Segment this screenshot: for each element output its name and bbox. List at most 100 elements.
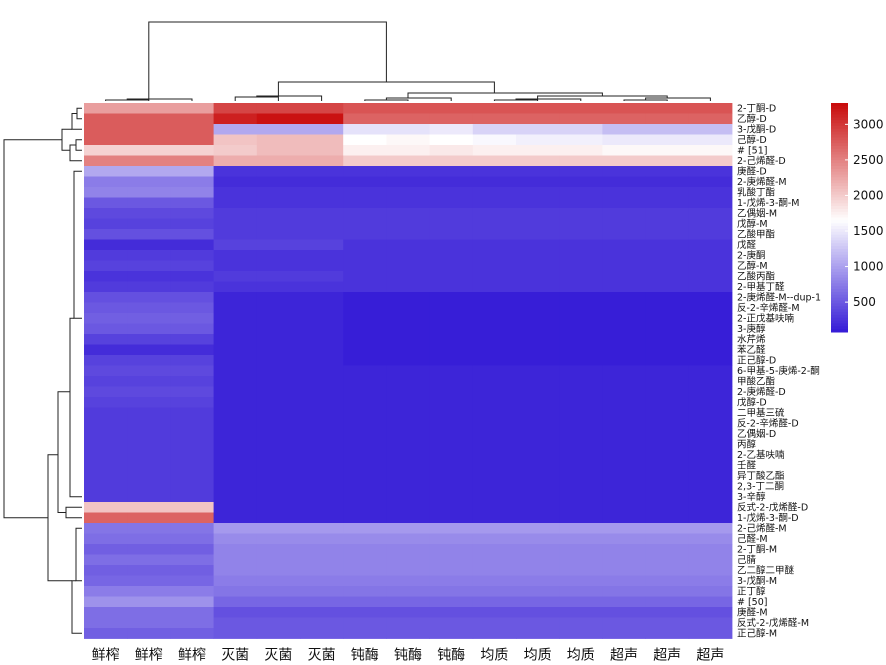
dendrogram-branch <box>126 98 193 101</box>
heatmap-cell <box>170 502 214 513</box>
heatmap-cell <box>645 460 690 471</box>
heatmap-cell <box>170 155 214 167</box>
dendrogram-branch <box>71 113 82 130</box>
heatmap-cell <box>516 166 560 177</box>
heatmap-cell <box>472 386 517 398</box>
heatmap-cell <box>300 523 344 534</box>
heatmap-cell <box>516 260 560 272</box>
column-label: 均质 <box>567 648 595 664</box>
heatmap-cell <box>127 628 171 639</box>
heatmap-cell <box>645 554 690 566</box>
dendrogram-branch <box>148 21 387 99</box>
heatmap-cell <box>300 386 344 398</box>
heatmap-cell <box>688 554 733 566</box>
heatmap-cell <box>84 439 128 450</box>
heatmap-cell <box>300 617 344 629</box>
heatmap-cell <box>386 544 430 555</box>
heatmap-cell <box>213 334 258 345</box>
heatmap-cell <box>256 113 301 125</box>
heatmap-cell <box>300 502 344 513</box>
heatmap-cell <box>84 365 128 377</box>
heatmap-cell <box>170 302 214 314</box>
heatmap-cell <box>429 470 474 482</box>
heatmap-cell <box>602 470 646 482</box>
heatmap-cell <box>688 250 733 261</box>
heatmap-cell <box>84 355 128 366</box>
heatmap-cell <box>343 281 387 293</box>
heatmap-cell <box>84 407 128 419</box>
heatmap-cell <box>343 355 387 366</box>
heatmap-cell <box>602 134 646 146</box>
heatmap-cell <box>213 302 258 314</box>
row-label: 壬醛 <box>737 460 757 472</box>
heatmap-cell <box>602 628 646 639</box>
colorbar-segment <box>831 200 848 204</box>
heatmap-cell <box>127 334 171 345</box>
heatmap-cell <box>386 418 430 429</box>
heatmap-cell <box>688 166 733 177</box>
colorbar-segment <box>831 105 848 110</box>
heatmap-cell <box>343 386 387 398</box>
heatmap-cell <box>386 313 430 324</box>
heatmap-cell <box>300 197 344 209</box>
heatmap-cell <box>688 439 733 450</box>
heatmap-cell <box>170 449 214 461</box>
heatmap-cell <box>645 103 690 114</box>
heatmap-cell <box>84 155 128 167</box>
heatmap-cell <box>256 449 301 461</box>
heatmap-cell <box>256 271 301 282</box>
column-labels: 鲜榨 鲜榨 鲜榨 灭菌 灭菌 灭菌 钝酶 钝酶 钝酶 均质 均质 均质 超声 超声 超声 <box>92 647 725 664</box>
colorbar-segment <box>831 171 848 176</box>
heatmap-cell <box>127 428 171 440</box>
heatmap-cell <box>602 376 646 387</box>
heatmap-cell <box>256 239 301 251</box>
heatmap-cell <box>343 197 387 209</box>
heatmap-cell <box>213 607 258 618</box>
row-label: 丙醇 <box>737 439 757 451</box>
heatmap-cell <box>688 575 733 587</box>
colorbar-segment <box>831 240 848 244</box>
heatmap-cell <box>127 187 171 198</box>
heatmap-cell <box>645 313 690 324</box>
heatmap-cell <box>559 565 603 576</box>
row-label: 2-庚烯醛-D <box>737 386 786 398</box>
heatmap-cell <box>472 355 517 366</box>
heatmap-cell <box>213 323 258 335</box>
row-label: 2-庚酮 <box>737 250 765 262</box>
heatmap-cell <box>645 586 690 597</box>
heatmap-cell <box>84 596 128 608</box>
heatmap-cell <box>688 239 733 251</box>
heatmap-cell <box>688 113 733 125</box>
row-label: 戊醇-M <box>737 218 768 230</box>
heatmap-cell <box>516 418 560 429</box>
heatmap-cell <box>213 187 258 198</box>
heatmap-cell <box>559 502 603 513</box>
heatmap-cell <box>688 355 733 366</box>
heatmap-cell <box>472 260 517 272</box>
colorbar-segment <box>831 163 848 167</box>
heatmap-cell <box>688 407 733 419</box>
colorbar-segment <box>831 197 848 201</box>
heatmap-cell <box>213 470 258 482</box>
heatmap-cell <box>386 271 430 282</box>
colorbar-segment <box>831 326 848 330</box>
heatmap-cell <box>472 439 517 450</box>
heatmap-cell <box>386 617 430 629</box>
heatmap-cell <box>127 544 171 555</box>
heatmap-cell <box>127 617 171 629</box>
heatmap-cell <box>645 176 690 188</box>
heatmap-cell <box>213 166 258 177</box>
heatmap-cell <box>256 607 301 618</box>
heatmap-cell <box>688 260 733 272</box>
heatmap-cell <box>688 197 733 209</box>
heatmap-cell <box>300 218 344 230</box>
heatmap-cell <box>300 145 344 156</box>
heatmap-cell <box>645 229 690 240</box>
heatmap-cell <box>602 250 646 261</box>
heatmap-cell <box>386 281 430 293</box>
heatmap-cell <box>343 208 387 219</box>
heatmap-cell <box>602 323 646 335</box>
heatmap-cell <box>213 481 258 492</box>
column-label: 超声 <box>696 648 724 664</box>
